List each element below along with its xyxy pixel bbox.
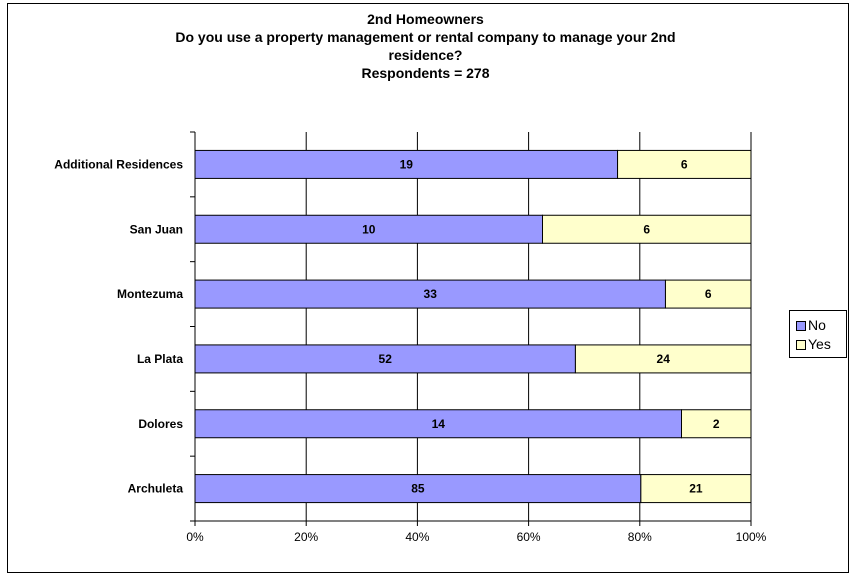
- bar-yes-san-juan: [542, 214, 752, 244]
- data-label-yes-la-plata: 24: [657, 352, 671, 366]
- bar-yes-montezuma: [664, 279, 752, 309]
- data-label-no-la-plata: 52: [379, 352, 393, 366]
- data-label-no-san-juan: 10: [362, 222, 376, 236]
- data-label-no-archuleta: 85: [411, 482, 425, 496]
- data-label-yes-archuleta: 21: [689, 482, 703, 496]
- category-label-additional-residences: Additional Residences: [54, 157, 183, 171]
- chart-title-line-1: 2nd Homeowners: [367, 11, 484, 27]
- bar-no-montezuma: [194, 279, 666, 309]
- x-tick-label: 40%: [405, 530, 429, 544]
- bar-yes-additional-residences: [617, 149, 752, 179]
- category-label-la-plata: La Plata: [137, 352, 183, 366]
- legend-swatch-no: [796, 321, 806, 331]
- x-tick-label: 60%: [517, 530, 541, 544]
- x-tick-label: 100%: [736, 530, 767, 544]
- bar-yes-la-plata: [574, 344, 752, 374]
- data-label-yes-san-juan: 6: [643, 222, 650, 236]
- data-label-yes-montezuma: 6: [705, 287, 712, 301]
- data-label-no-additional-residences: 19: [400, 157, 414, 171]
- chart-title-line-3: residence?: [388, 47, 463, 63]
- legend: No Yes: [789, 310, 847, 358]
- category-label-dolores: Dolores: [138, 417, 183, 431]
- bar-no-san-juan: [194, 214, 543, 244]
- legend-swatch-yes: [796, 340, 806, 350]
- chart-title-line-4: Respondents = 278: [361, 65, 490, 81]
- x-tick-label: 0%: [186, 530, 204, 544]
- data-label-no-montezuma: 33: [424, 287, 438, 301]
- chart-title-line-2: Do you use a property management or rent…: [175, 29, 676, 45]
- bar-no-la-plata: [194, 344, 576, 374]
- plot-area: [195, 132, 751, 521]
- bar-no-dolores: [194, 409, 682, 439]
- legend-label-yes: Yes: [808, 336, 831, 352]
- category-label-archuleta: Archuleta: [128, 482, 184, 496]
- bar-no-archuleta: [194, 474, 642, 504]
- data-label-no-dolores: 14: [432, 417, 446, 431]
- legend-label-no: No: [808, 317, 826, 333]
- x-tick-label: 20%: [294, 530, 318, 544]
- data-label-yes-dolores: 2: [713, 417, 720, 431]
- bar-yes-dolores: [681, 409, 752, 439]
- bar-yes-archuleta: [640, 474, 752, 504]
- category-label-montezuma: Montezuma: [117, 287, 183, 301]
- bar-no-additional-residences: [194, 149, 619, 179]
- data-label-yes-additional-residences: 6: [681, 157, 688, 171]
- category-label-san-juan: San Juan: [130, 222, 183, 236]
- x-tick-label: 80%: [628, 530, 652, 544]
